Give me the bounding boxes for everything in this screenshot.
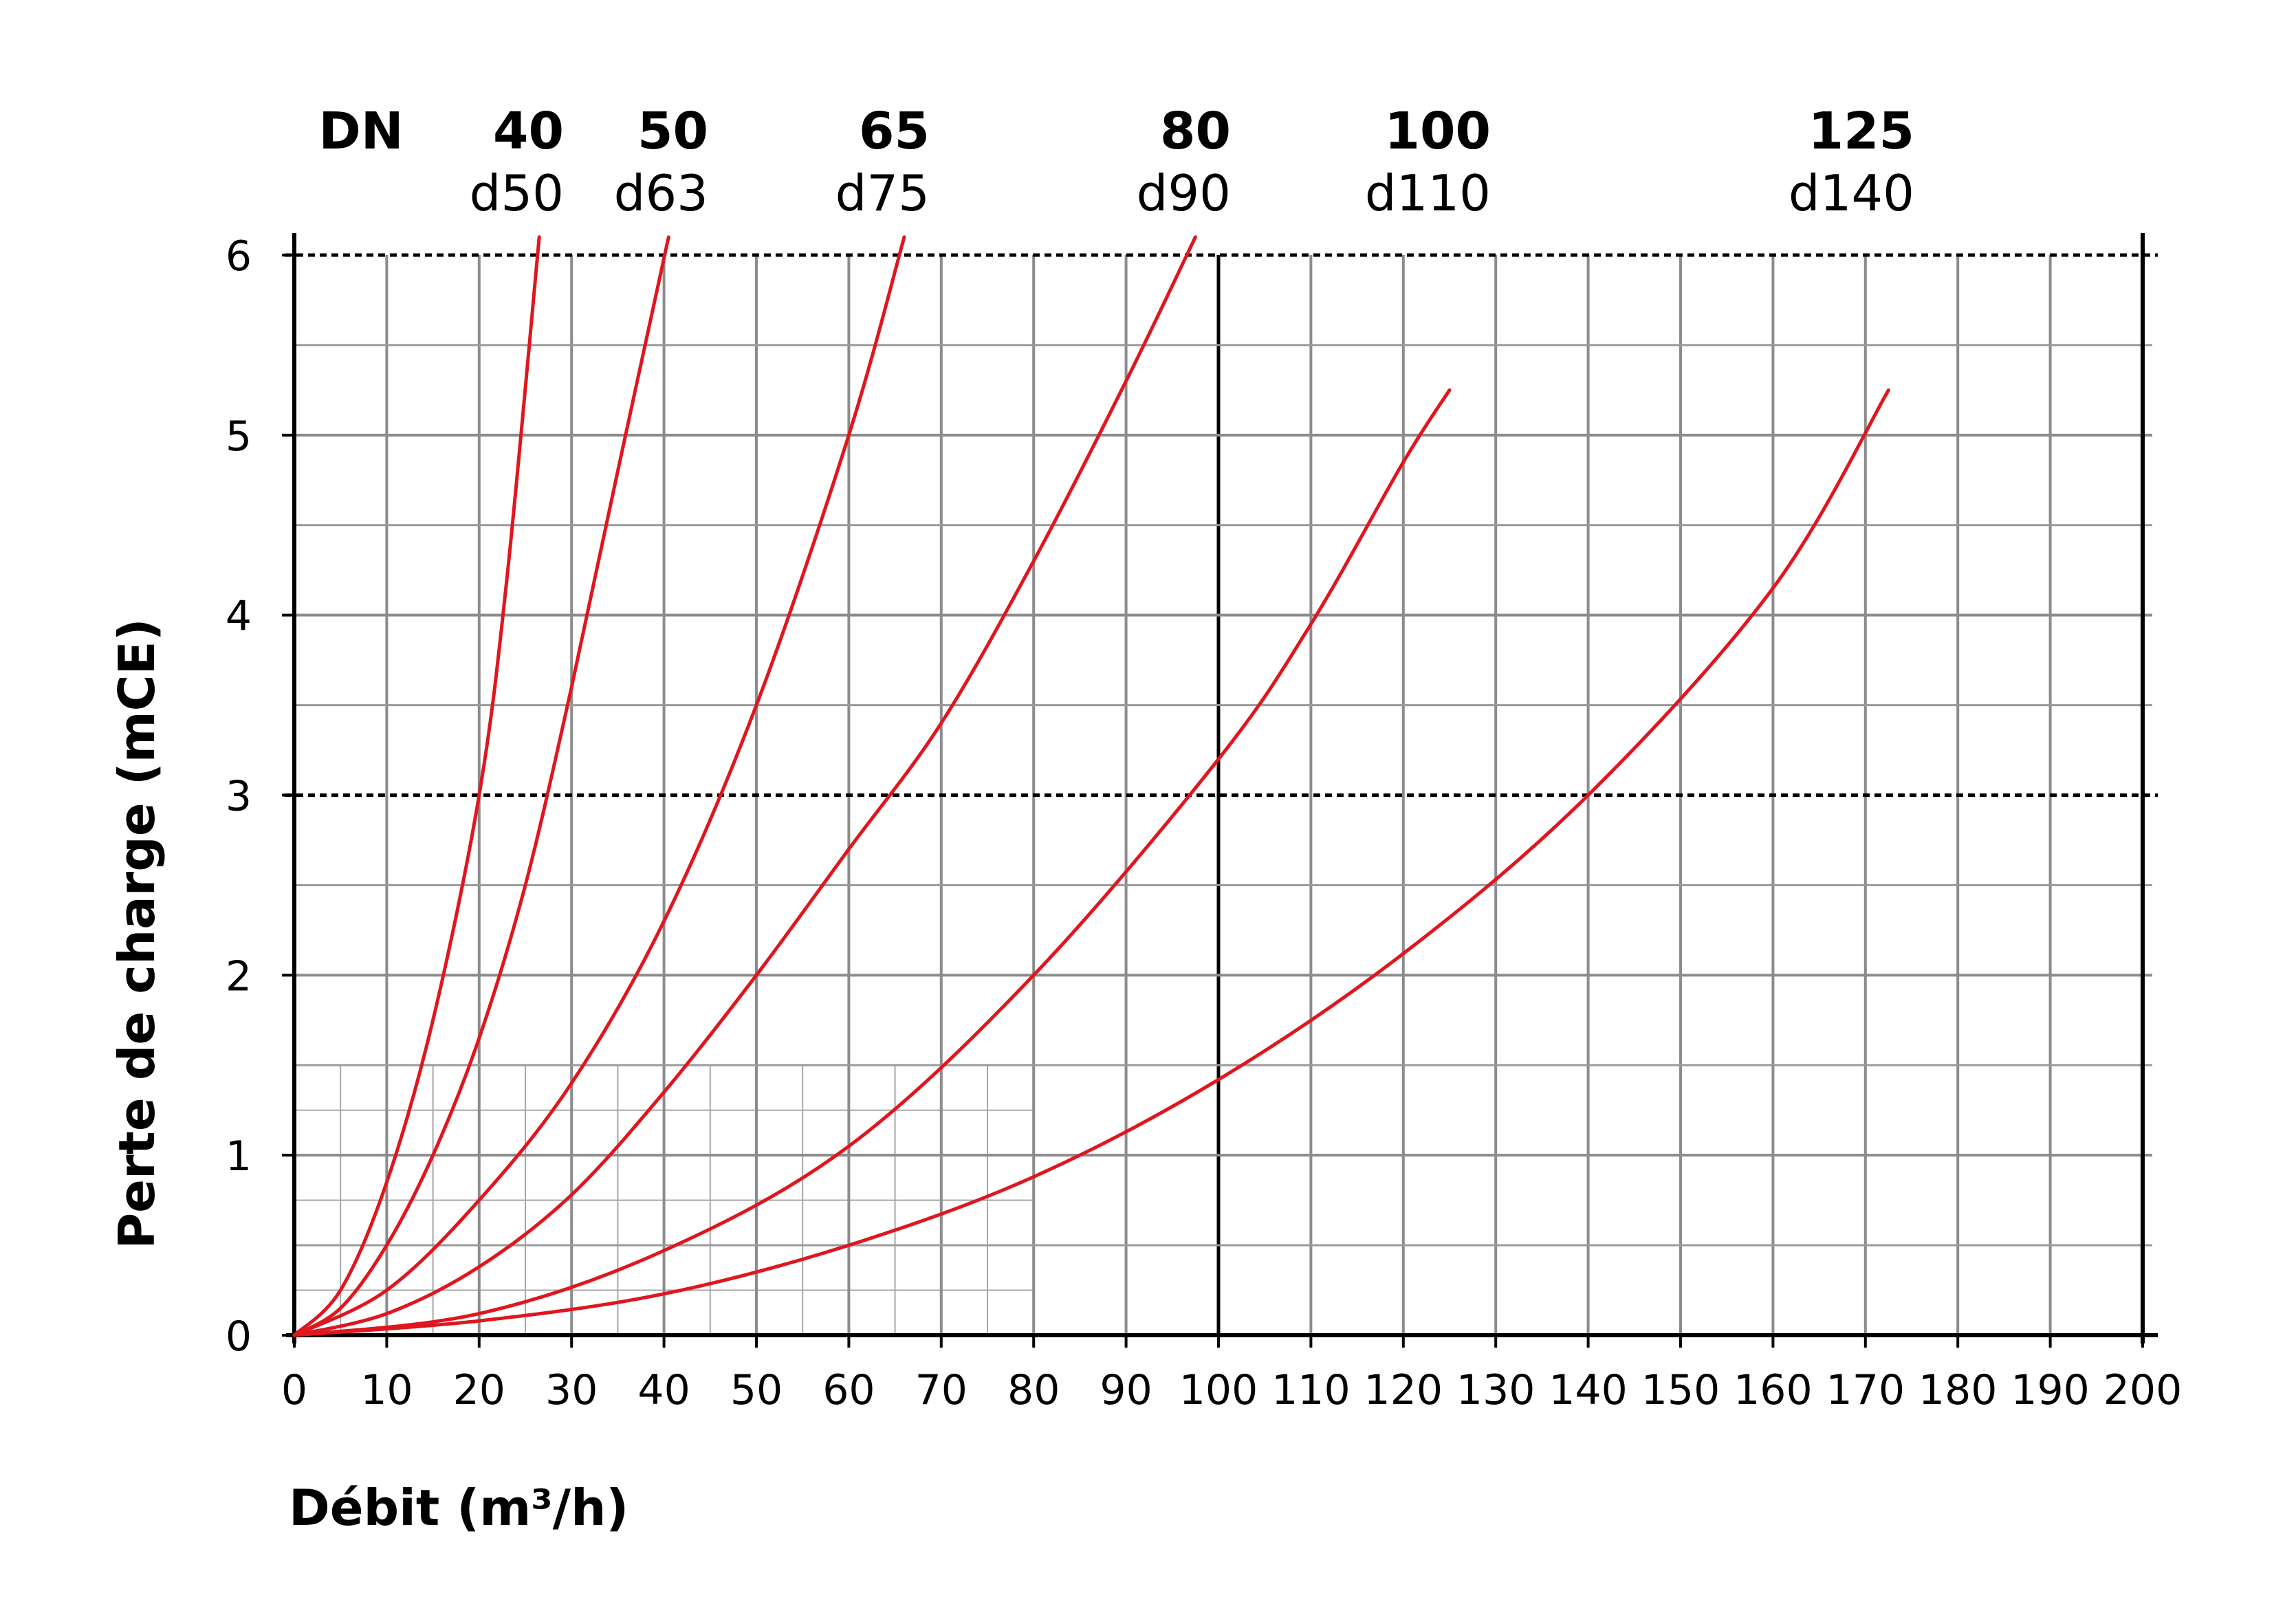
x-tick-label: 10 — [360, 1366, 413, 1414]
y-tick-label: 2 — [226, 952, 252, 1000]
x-tick-label: 100 — [1179, 1366, 1258, 1414]
x-tick-label: 200 — [2103, 1366, 2183, 1414]
series-line-dn80 — [292, 235, 1197, 1337]
reference-lines — [285, 253, 2158, 797]
y-tick-label: 6 — [226, 232, 252, 281]
dn-header-label: DN — [318, 102, 403, 161]
x-tick-label: 160 — [1734, 1366, 1813, 1414]
series-diameter-d50: d50 — [470, 164, 564, 222]
series-diameter-d140: d140 — [1789, 164, 1914, 222]
series-line-dn125 — [292, 388, 1890, 1337]
series-label-dn50: 50 — [637, 102, 708, 161]
x-tick-label: 150 — [1641, 1366, 1720, 1414]
series-lines — [292, 235, 1890, 1337]
x-tick-label: 20 — [453, 1366, 505, 1414]
series-label-dn125: 125 — [1808, 102, 1914, 161]
y-axis-title: Perte de charge (mCE) — [108, 618, 166, 1249]
y-tick-label: 0 — [226, 1313, 252, 1361]
y-tick-labels: 0 1 2 3 4 5 6 — [226, 232, 252, 1361]
series-line-dn40 — [292, 235, 541, 1337]
series-label-dn65: 65 — [859, 102, 930, 161]
series-diameter-d75: d75 — [835, 164, 930, 222]
series-label-dn40: 40 — [493, 102, 564, 161]
axes — [282, 233, 2158, 1348]
series-diameter-d63: d63 — [614, 164, 708, 222]
series-label-dn100: 100 — [1385, 102, 1491, 161]
x-tick-label: 80 — [1007, 1366, 1060, 1414]
x-tick-label: 170 — [1826, 1366, 1905, 1414]
x-tick-label: 130 — [1456, 1366, 1535, 1414]
x-tick-label: 140 — [1549, 1366, 1628, 1414]
y-tick-label: 4 — [226, 593, 252, 641]
x-tick-label: 0 — [281, 1366, 307, 1414]
x-tick-label: 90 — [1100, 1366, 1152, 1414]
x-tick-label: 30 — [545, 1366, 598, 1414]
x-tick-label: 110 — [1271, 1366, 1351, 1414]
x-tick-label: 120 — [1364, 1366, 1443, 1414]
x-tick-label: 40 — [637, 1366, 690, 1414]
x-tick-label: 70 — [915, 1366, 967, 1414]
series-diameter-d90: d90 — [1137, 164, 1231, 222]
series-diameter-d110: d110 — [1365, 164, 1491, 222]
x-tick-label: 180 — [1918, 1366, 1998, 1414]
series-line-dn50 — [292, 235, 670, 1337]
x-tick-label: 60 — [822, 1366, 875, 1414]
y-tick-label: 5 — [226, 413, 252, 461]
y-tick-label: 1 — [226, 1132, 252, 1181]
series-line-dn65 — [292, 235, 906, 1337]
x-tick-labels: 0 10 20 30 40 50 60 70 80 90 100 110 120 130 140 150 160… — [281, 1366, 2182, 1414]
x-tick-label: 50 — [730, 1366, 783, 1414]
series-label-dn80: 80 — [1160, 102, 1231, 161]
x-tick-label: 190 — [2011, 1366, 2090, 1414]
y-tick-label: 3 — [226, 773, 252, 821]
series-line-dn100 — [292, 388, 1452, 1337]
x-axis-title: Débit (m³/h) — [289, 1479, 628, 1537]
